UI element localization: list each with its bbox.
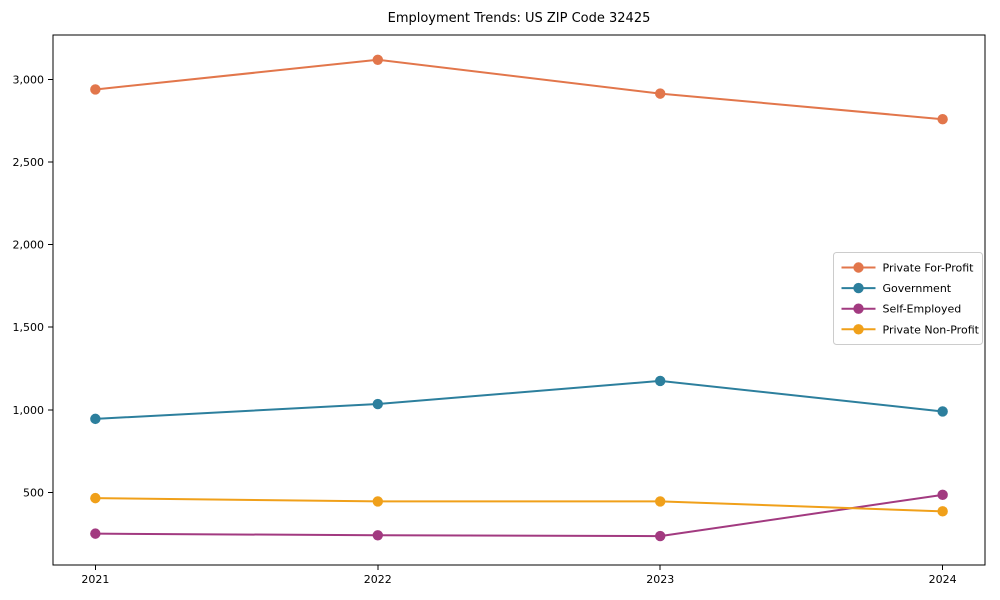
legend-sample-marker [853,303,864,314]
data-point-marker [372,398,383,410]
data-point-marker [655,530,666,542]
data-point-marker [372,496,383,507]
legend-label: Self-Employed [883,303,962,316]
legend-item: Government [841,282,952,295]
legend: Private For-Profit Government Self-Employe… [833,252,983,345]
x-tick-label: 2024 [929,573,957,586]
data-point-marker [372,530,383,541]
legend-box [833,252,983,345]
axes-frame [52,34,986,566]
legend-item: Private For-Profit [841,262,975,275]
legend-label: Private For-Profit [883,262,975,275]
data-point-marker [937,406,948,417]
legend-label: Government [883,282,952,295]
data-point-marker [655,88,666,99]
y-tick-label: 3,000 [13,74,45,87]
legend-label: Private Non-Profit [883,323,980,336]
legend-sample-marker [853,324,864,335]
data-point-marker [937,506,948,517]
data-point-marker [655,375,666,387]
series-line [94,493,944,538]
series-line [94,497,944,513]
data-point-marker [90,84,101,95]
data-point-marker [90,528,101,539]
x-tick-label: 2021 [81,573,109,586]
x-tick-label: 2023 [646,573,674,586]
data-point-marker [90,492,101,504]
y-tick-label: 1,000 [13,404,45,417]
series-line [94,58,944,121]
legend-item: Private Non-Profit [841,323,980,336]
data-point-marker [655,496,666,507]
y-tick-label: 2,000 [13,239,45,252]
legend-item: Self-Employed [841,303,962,316]
data-point-marker [372,54,383,65]
y-tick-label: 1,500 [13,321,45,334]
y-tick-label: 2,500 [13,156,45,169]
data-point-marker [937,114,948,125]
data-point-marker [937,489,948,501]
x-tick-label: 2022 [364,573,392,586]
series-line [94,379,944,420]
legend-sample-marker [853,262,864,273]
legend-sample-marker [853,282,864,294]
y-tick-label: 500 [23,486,44,499]
chart-title: Employment Trends: US ZIP Code 32425 [387,11,651,26]
data-point-marker [90,413,101,425]
